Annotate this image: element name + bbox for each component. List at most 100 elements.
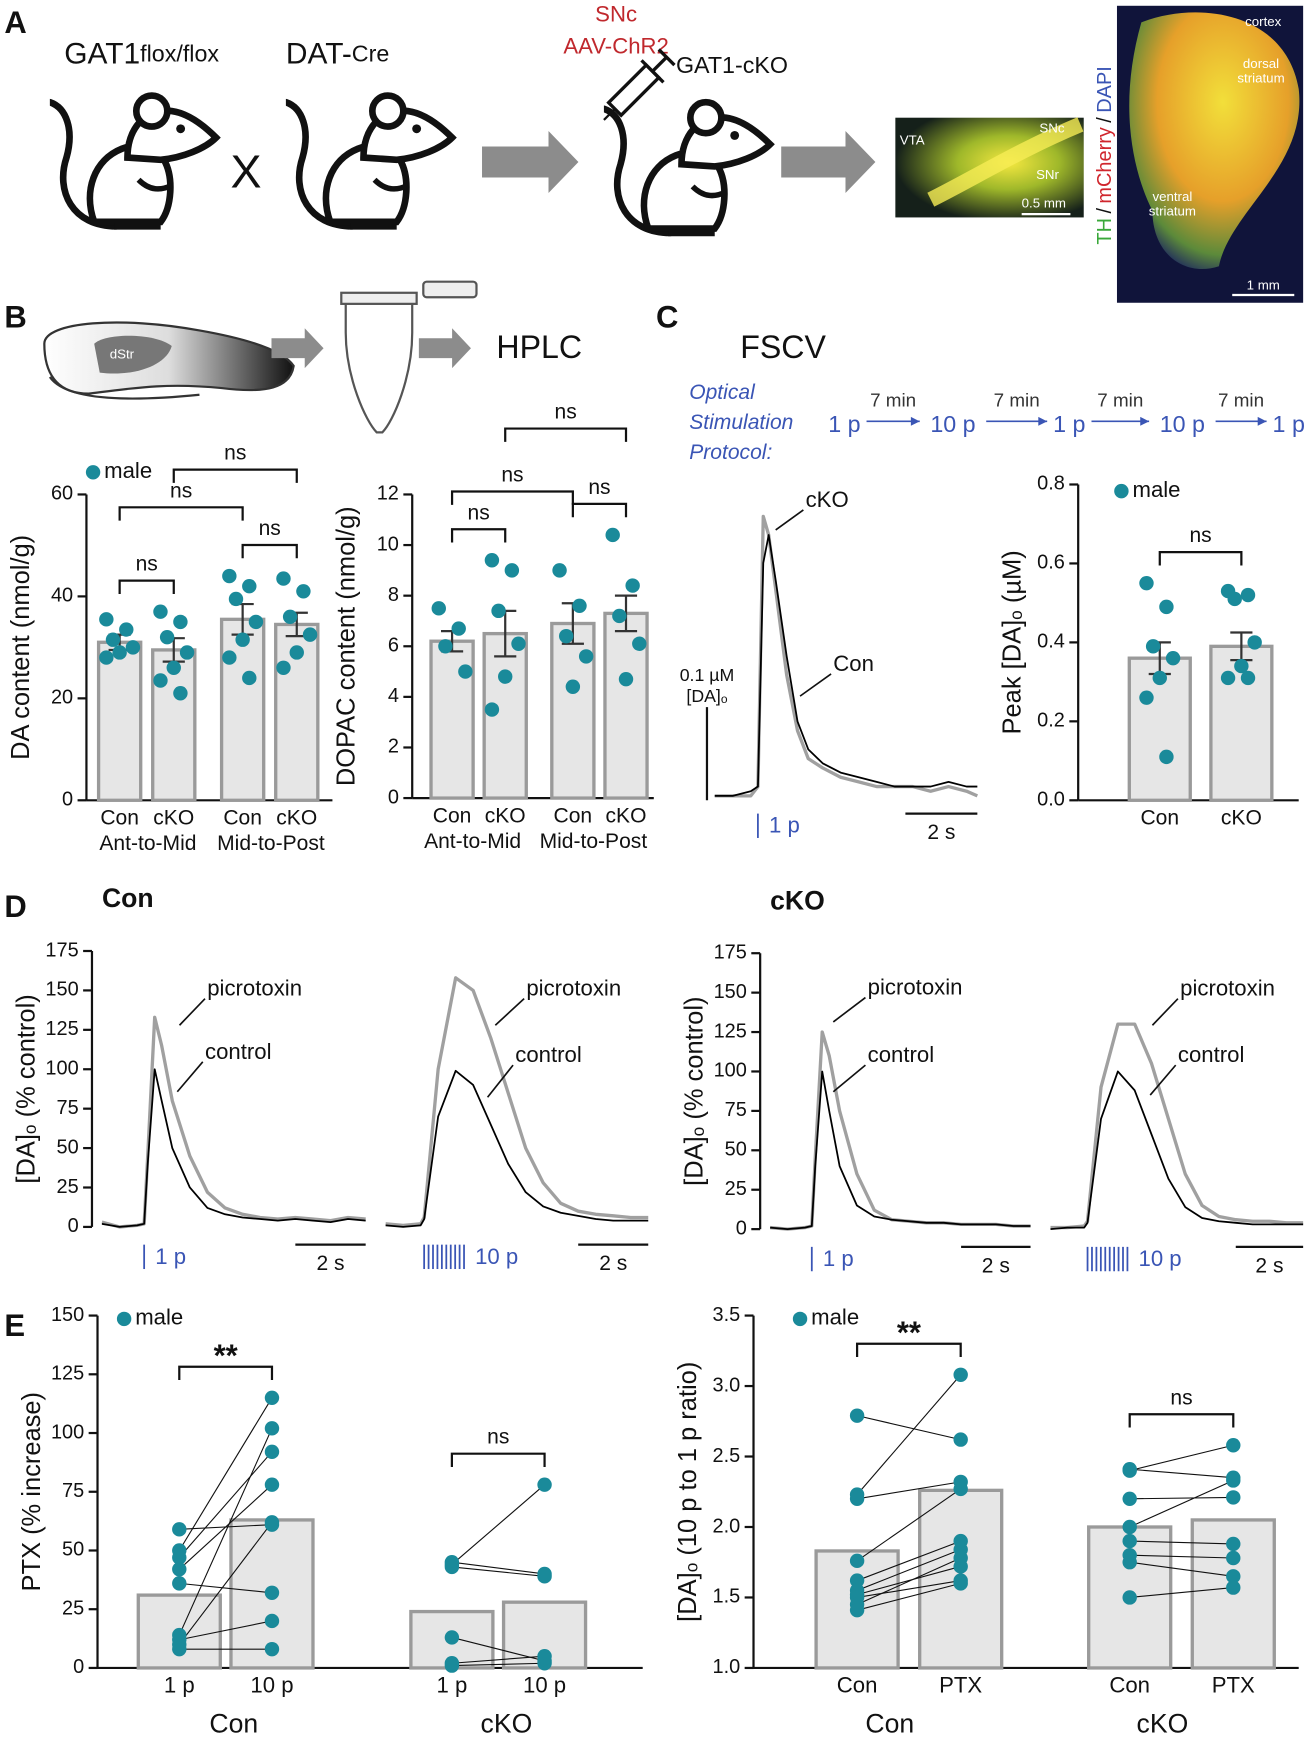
y-tick-label: 0.4 (1037, 631, 1065, 653)
group-label: Con (209, 1709, 258, 1738)
y-tick-label: 75 (56, 1097, 78, 1119)
protocol-label: Optical (689, 381, 756, 404)
data-point (173, 686, 188, 701)
data-point (953, 1481, 968, 1497)
label-leader (176, 1061, 204, 1093)
data-point (849, 1602, 865, 1618)
data-point (282, 609, 298, 624)
data-point (605, 527, 620, 543)
pair-line (856, 1415, 961, 1441)
protocol-arrowhead (1257, 416, 1267, 426)
method-label: HPLC (496, 329, 582, 365)
bracket (450, 528, 507, 543)
legend-label: male (811, 1305, 859, 1330)
x-tick-label: cKO (485, 804, 526, 827)
data-point (179, 645, 195, 660)
tube-cap (340, 291, 418, 305)
data-point (1159, 599, 1174, 615)
bracket-label: ns (170, 479, 192, 502)
data-point (172, 1641, 187, 1657)
y-tick-label: 100 (45, 1058, 78, 1080)
scale-label: 2 s (1255, 1254, 1283, 1277)
y-tick-label: 50 (56, 1136, 78, 1158)
panel-label: A (4, 5, 26, 40)
data-point (552, 563, 567, 578)
bar (96, 640, 143, 802)
trace (385, 1069, 649, 1228)
legend-label: male (104, 458, 152, 483)
y-tick-label: 0 (62, 789, 73, 811)
data-point (242, 670, 257, 686)
tube-lid (422, 280, 478, 299)
stimulus-label: 10 p (475, 1244, 518, 1269)
data-point (228, 591, 244, 607)
data-point (172, 1562, 187, 1577)
data-point (451, 621, 466, 636)
x-tick-label: 10 p (250, 1673, 293, 1698)
x-tick-label: Con (554, 804, 593, 827)
data-point (632, 636, 647, 651)
bracket-label: ** (897, 1315, 922, 1350)
y-axis-label: Peak [DA]ₒ (µM) (999, 550, 1027, 734)
y-tick-label: 25 (56, 1176, 78, 1198)
y-tick-label: 0 (388, 786, 399, 808)
data-point (444, 1658, 460, 1673)
label-leader (799, 673, 832, 697)
cross-symbol: X (230, 146, 261, 198)
bracket-label: ns (259, 517, 281, 540)
data-point (1247, 635, 1262, 650)
data-point (264, 1641, 280, 1657)
pair-line (451, 1566, 545, 1577)
data-point (1152, 670, 1167, 686)
series-label: control (1178, 1042, 1245, 1067)
y-tick-label: 40 (51, 585, 73, 607)
label-leader (775, 509, 804, 531)
pair-line (1129, 1468, 1234, 1479)
gene: GAT1 (64, 38, 140, 71)
data-point (498, 669, 513, 684)
protocol-interval: 7 min (1218, 389, 1264, 410)
pair-line (178, 1521, 273, 1645)
protocol: Optical Stimulation Protocol: 1 p 10 p 1 p 10 … (689, 381, 1305, 464)
data-point (235, 632, 250, 647)
bracket (855, 1342, 962, 1358)
bar (219, 617, 266, 802)
y-tick-label: 0.8 (1037, 473, 1065, 495)
bracket (571, 502, 628, 518)
group-label: Mid-to-Post (540, 830, 648, 853)
y-tick-label: 6 (388, 635, 399, 657)
mouse-icon (50, 96, 216, 227)
y-axis-label: [DA]ₒ (% control) (681, 996, 709, 1185)
arrow (482, 131, 579, 194)
group-label: Mid-to-Post (217, 832, 325, 855)
pair-line (451, 1561, 545, 1575)
brain-slice (43, 321, 295, 395)
group-label: Ant-to-Mid (99, 832, 196, 855)
y-tick-label: 1.0 (712, 1656, 740, 1678)
pair-line (178, 1397, 273, 1551)
data-point (1240, 587, 1256, 603)
protocol-step: 1 p (828, 411, 860, 437)
bracket (450, 1452, 546, 1467)
legend-marker (85, 465, 101, 480)
stain-separator: / (1094, 117, 1116, 123)
data-point (125, 640, 141, 655)
group-label: Ant-to-Mid (424, 830, 521, 853)
data-point (222, 568, 237, 584)
stain-legend: TH / mCherry / DAPI (1094, 66, 1116, 244)
data-point (1165, 650, 1181, 666)
pair-line (856, 1540, 961, 1582)
label-leader (832, 1064, 866, 1093)
protocol-step: 1 p (1273, 411, 1305, 437)
data-point (444, 1630, 460, 1645)
data-point (302, 627, 318, 642)
x-tick-label: Con (223, 807, 262, 830)
y-tick-label: 125 (45, 1018, 78, 1040)
y-tick-label: 50 (62, 1539, 84, 1561)
data-point (1145, 639, 1161, 654)
y-tick-label: 125 (51, 1363, 84, 1385)
x-tick-label: PTX (1212, 1673, 1255, 1698)
bracket (241, 543, 298, 559)
pair-line (451, 1662, 545, 1667)
